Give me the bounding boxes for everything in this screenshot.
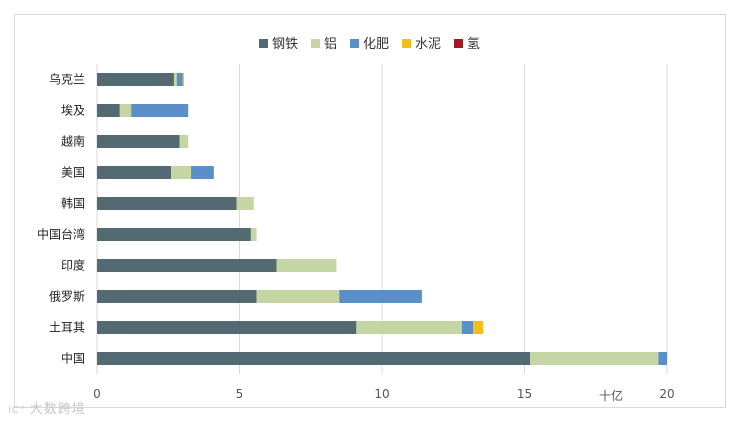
legend-label: 钢铁 [272,37,298,52]
x-tick-label: 5 [236,387,244,401]
bar-segment [250,228,257,241]
bar-segment [97,290,257,303]
bar-segment [97,352,531,365]
category-label: 美国 [61,166,85,180]
bar-segment [182,73,184,86]
legend-swatch [311,39,320,48]
bar-segment [119,104,132,117]
legend-swatch [259,39,268,48]
bar-segment [356,321,462,334]
category-label: 中国 [61,351,85,366]
watermark-logo-icon: iC° [8,405,26,416]
category-label: 俄罗斯 [49,290,85,304]
bar-segment [473,321,484,334]
bar-segment [236,197,254,210]
x-tick-label: 0 [93,387,101,401]
legend-swatch [454,39,463,48]
bar-segment [276,259,337,272]
x-unit-label: 十亿 [599,388,623,403]
x-tick-label: 20 [659,387,674,401]
bar-segment [97,104,120,117]
bar-segment [461,321,474,334]
bar-segment [171,166,192,179]
bar-segment [339,290,422,303]
watermark-text: 大数跨境 [29,402,86,417]
category-label: 乌克兰 [49,72,85,87]
category-label: 埃及 [61,104,85,118]
bar-segment [97,197,237,210]
bar-segment [658,352,667,365]
bar-segment [97,259,277,272]
legend-label: 水泥 [415,37,441,52]
bar-segment [173,73,177,86]
legend-label: 铝 [324,37,337,52]
legend-label: 化肥 [363,37,389,52]
bar-segment [97,135,180,148]
x-tick-label: 15 [517,387,532,401]
legend-swatch [350,39,359,48]
bar-segment [97,73,174,86]
bar-segment [530,352,659,365]
category-label: 印度 [61,258,85,273]
x-tick-label: 10 [374,387,389,401]
legend-swatch [402,39,411,48]
bar-segment [256,290,340,303]
bar-segment [176,73,183,86]
legend-label: 氢 [467,37,480,52]
bar-segment [191,166,214,179]
bar-segment [97,321,357,334]
bar-segment [179,135,189,148]
bar-segment [131,104,189,117]
category-label: 土耳其 [49,321,85,335]
watermark: iC° 大数跨境 [8,398,86,417]
bar-segment [97,228,251,241]
category-label: 韩国 [61,196,85,211]
category-label: 越南 [61,134,85,149]
bar-segment [97,166,172,179]
category-label: 中国台湾 [37,227,85,242]
